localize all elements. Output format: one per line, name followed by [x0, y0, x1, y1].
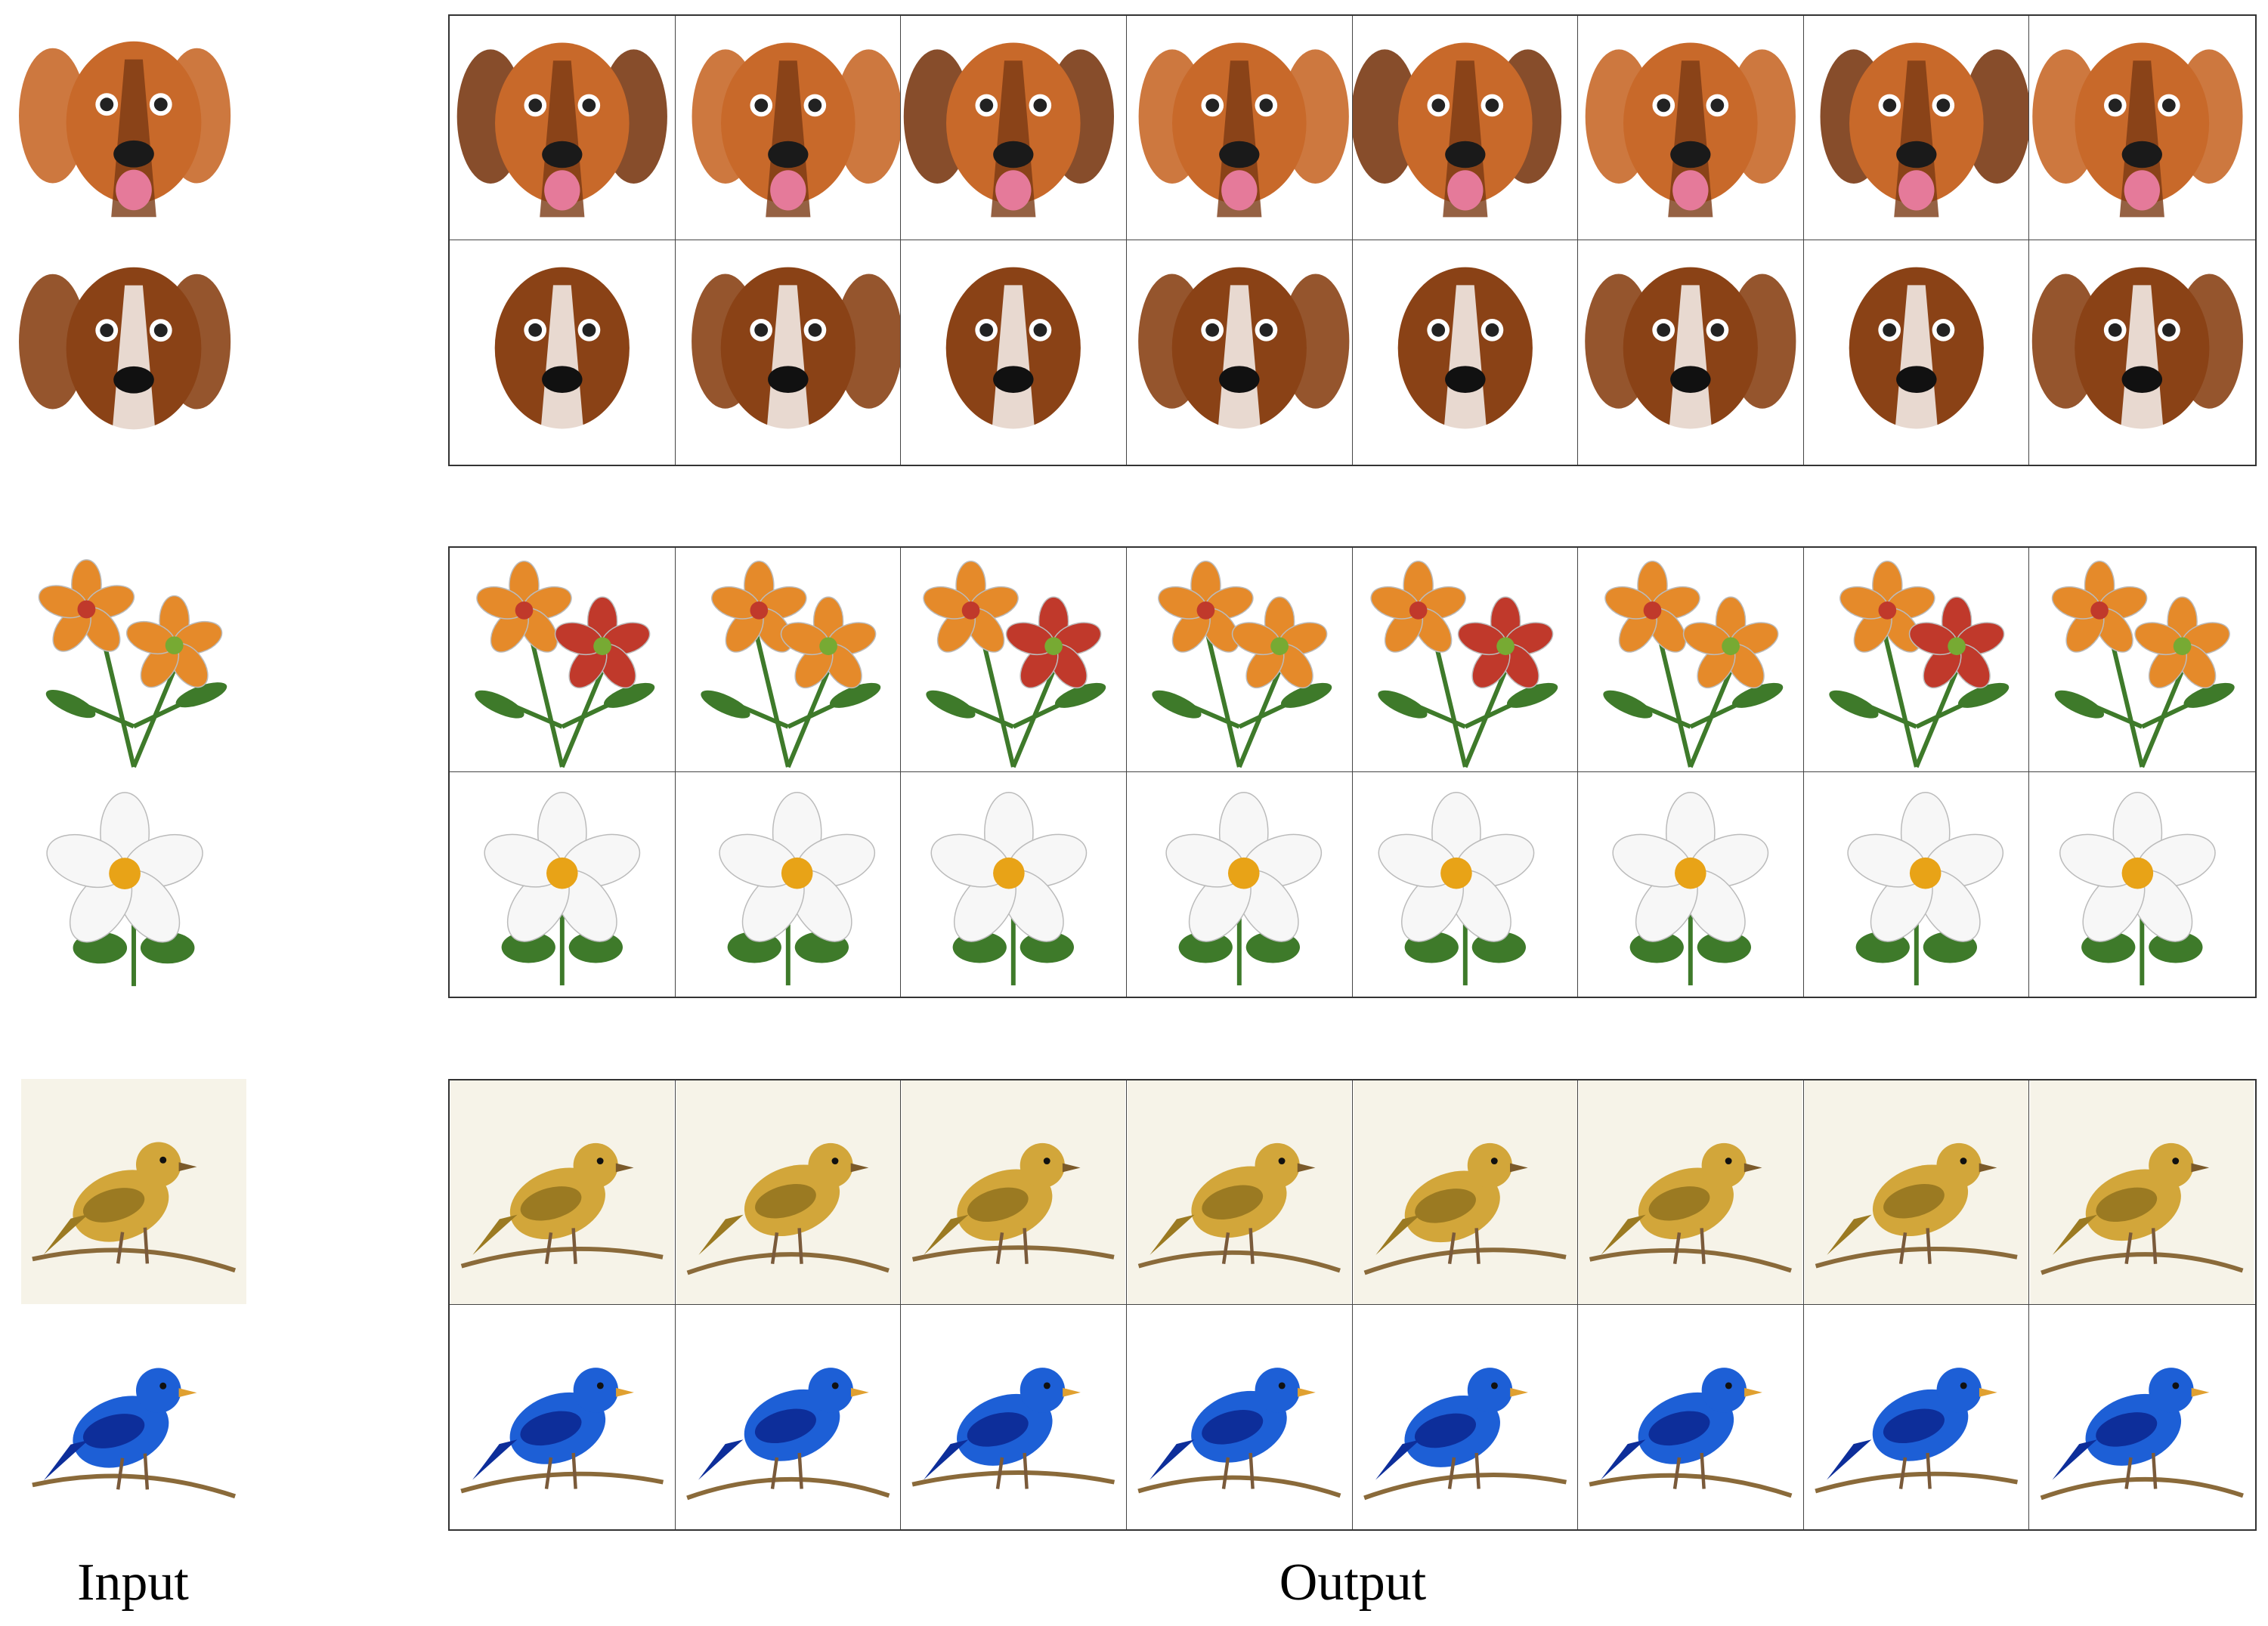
bird-input-image — [17, 1079, 251, 1304]
bird-output-image — [1352, 1305, 1579, 1529]
bird-output-image — [1804, 1305, 2030, 1529]
dog-output-image — [1352, 16, 1579, 240]
input-label: Input — [77, 1553, 189, 1612]
dog-input-image — [17, 240, 251, 465]
bird-output-image — [675, 1080, 902, 1305]
dog-output-image — [450, 240, 676, 465]
dog-output-image — [901, 16, 1127, 240]
dog-output-image — [2029, 240, 2255, 465]
flower-output-image — [675, 548, 902, 772]
dog-output-image — [2029, 16, 2255, 240]
bird-output-image — [2029, 1305, 2255, 1529]
flower-input-image — [17, 772, 251, 997]
flower-output-image — [675, 772, 902, 997]
bird-output-image — [450, 1080, 676, 1305]
dog-output-image — [675, 16, 902, 240]
flower-output-grid — [448, 546, 2257, 998]
dog-output-image — [1803, 16, 2030, 240]
flower-output-image — [1804, 772, 2030, 997]
flower-input-image — [17, 546, 251, 771]
flower-output-image — [2029, 548, 2255, 772]
bird-input-image — [17, 1305, 251, 1530]
dog-input-image — [17, 14, 251, 240]
flower-output-image — [450, 548, 676, 772]
bird-output-grid — [448, 1079, 2257, 1531]
flower-output-image — [901, 772, 1127, 997]
flower-output-image — [1126, 548, 1353, 772]
dog-output-image — [1578, 16, 1804, 240]
flower-output-image — [1578, 548, 1804, 772]
dog-output-grid — [448, 14, 2257, 466]
flower-output-image — [1578, 772, 1804, 997]
bird-output-image — [2029, 1080, 2255, 1305]
dog-output-image — [1127, 240, 1353, 465]
bird-output-image — [1352, 1080, 1579, 1305]
bird-output-image — [1127, 1305, 1353, 1529]
output-label: Output — [1279, 1553, 1427, 1612]
dog-output-image — [1804, 240, 2030, 465]
flower-output-image — [1352, 548, 1579, 772]
bird-output-image — [901, 1305, 1127, 1529]
flower-output-image — [1352, 772, 1579, 997]
dog-output-image — [901, 240, 1127, 465]
bird-output-image — [675, 1305, 902, 1529]
bird-output-image — [1578, 1305, 1804, 1529]
flower-output-image — [901, 548, 1127, 772]
bird-output-image — [1126, 1080, 1353, 1305]
dog-output-image — [1578, 240, 1804, 465]
flower-output-image — [1127, 772, 1353, 997]
dog-output-image — [450, 16, 676, 240]
dog-output-image — [675, 240, 902, 465]
flower-output-image — [2029, 772, 2255, 997]
flower-output-image — [450, 772, 676, 997]
bird-output-image — [1578, 1080, 1804, 1305]
flower-output-image — [1803, 548, 2030, 772]
dog-output-image — [1126, 16, 1353, 240]
bird-output-image — [1803, 1080, 2030, 1305]
bird-output-image — [901, 1080, 1127, 1305]
dog-output-image — [1352, 240, 1579, 465]
bird-output-image — [450, 1305, 676, 1529]
